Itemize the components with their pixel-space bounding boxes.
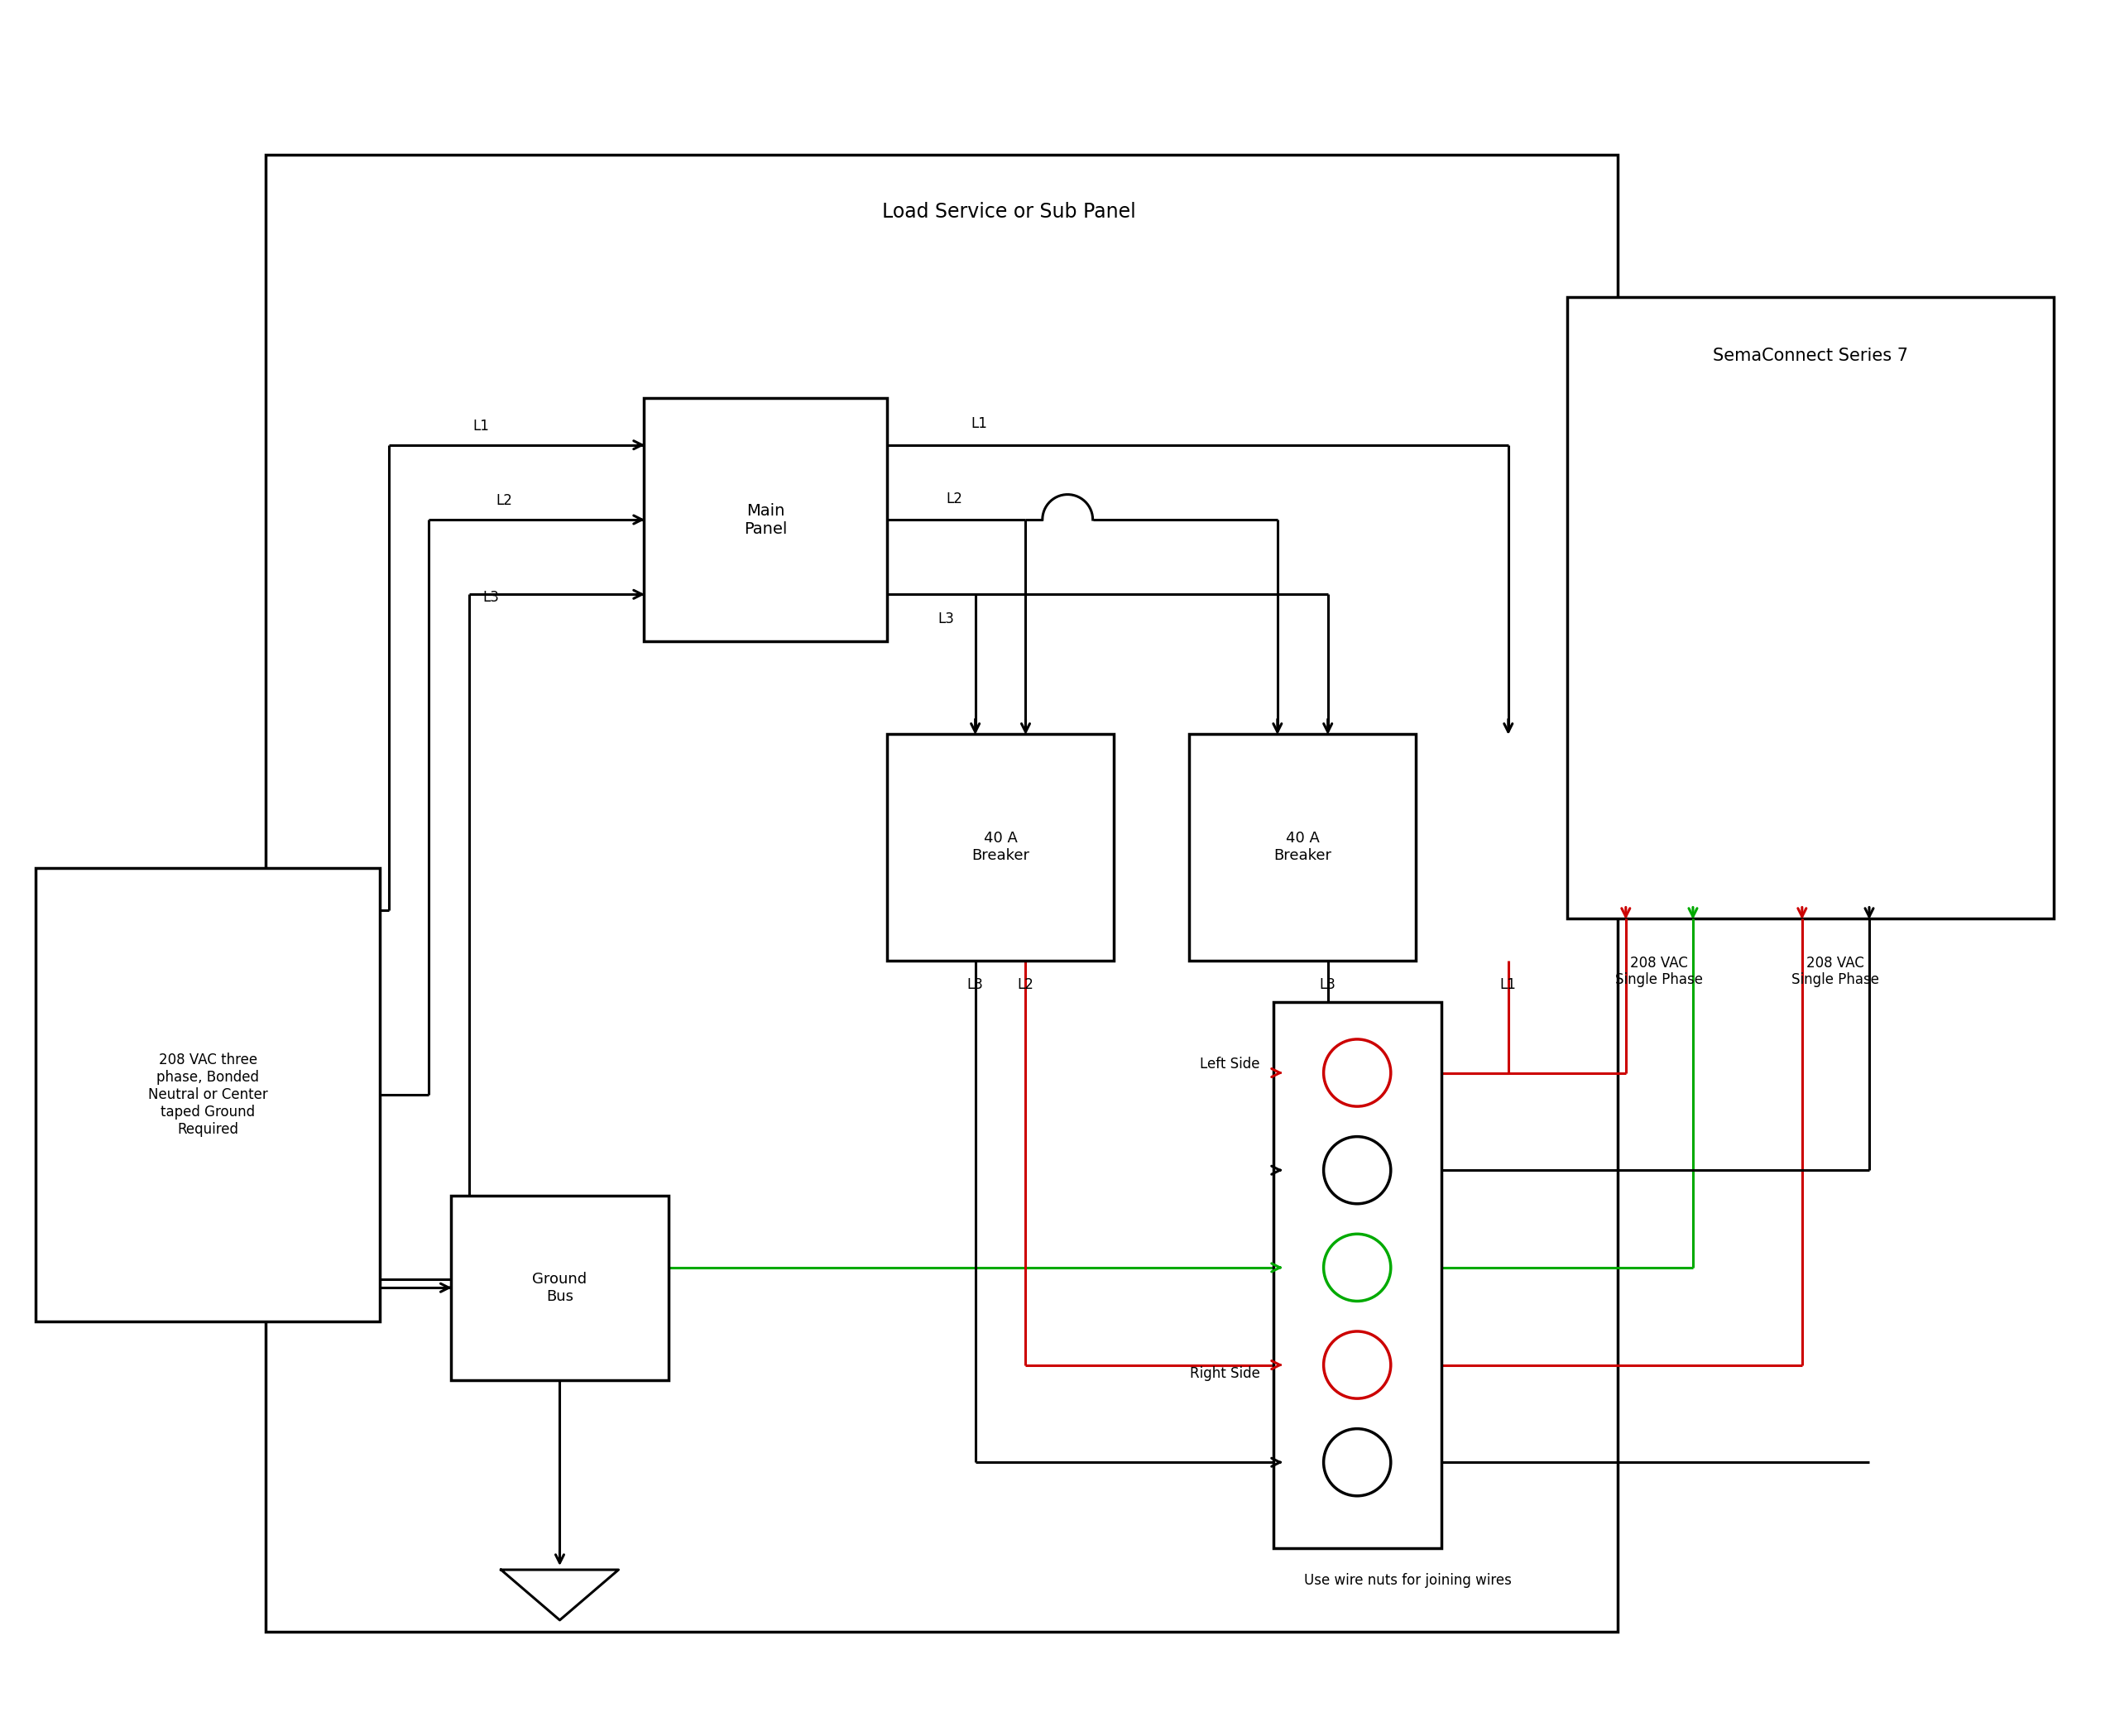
Bar [1568, 297, 2053, 918]
Text: L1: L1 [473, 418, 490, 434]
Bar [1272, 1002, 1441, 1549]
Text: Main
Panel: Main Panel [743, 503, 787, 536]
Text: SemaConnect Series 7: SemaConnect Series 7 [1713, 347, 1907, 365]
Bar [36, 868, 380, 1321]
Text: L3: L3 [937, 611, 954, 627]
Circle shape [1323, 1332, 1390, 1399]
Text: Use wire nuts for joining wires: Use wire nuts for joining wires [1304, 1573, 1511, 1588]
Text: Ground
Bus: Ground Bus [532, 1272, 587, 1304]
Circle shape [1323, 1429, 1390, 1496]
Bar [644, 398, 886, 641]
Bar [1190, 734, 1416, 960]
Text: 40 A
Breaker: 40 A Breaker [971, 832, 1030, 863]
Text: Left Side: Left Side [1201, 1057, 1260, 1071]
Text: Load Service or Sub Panel: Load Service or Sub Panel [882, 201, 1135, 222]
Text: L2: L2 [945, 491, 962, 507]
Text: Right Side: Right Side [1190, 1366, 1260, 1380]
Text: 208 VAC three
phase, Bonded
Neutral or Center
taped Ground
Required: 208 VAC three phase, Bonded Neutral or C… [148, 1052, 268, 1137]
Bar [886, 734, 1114, 960]
Bar [266, 155, 1618, 1632]
Circle shape [1323, 1234, 1390, 1302]
Circle shape [1323, 1040, 1390, 1106]
Text: L3: L3 [483, 590, 498, 606]
Text: L3: L3 [966, 977, 983, 991]
Text: 40 A
Breaker: 40 A Breaker [1274, 832, 1331, 863]
Text: L3: L3 [1319, 977, 1336, 991]
Polygon shape [500, 1569, 618, 1620]
Text: 208 VAC
Single Phase: 208 VAC Single Phase [1791, 955, 1880, 988]
Bar [452, 1196, 669, 1380]
Text: L1: L1 [971, 417, 987, 432]
Circle shape [1323, 1137, 1390, 1203]
Text: L1: L1 [1500, 977, 1517, 991]
Text: L2: L2 [496, 493, 513, 509]
Text: L2: L2 [1017, 977, 1034, 991]
Text: 208 VAC
Single Phase: 208 VAC Single Phase [1616, 955, 1703, 988]
